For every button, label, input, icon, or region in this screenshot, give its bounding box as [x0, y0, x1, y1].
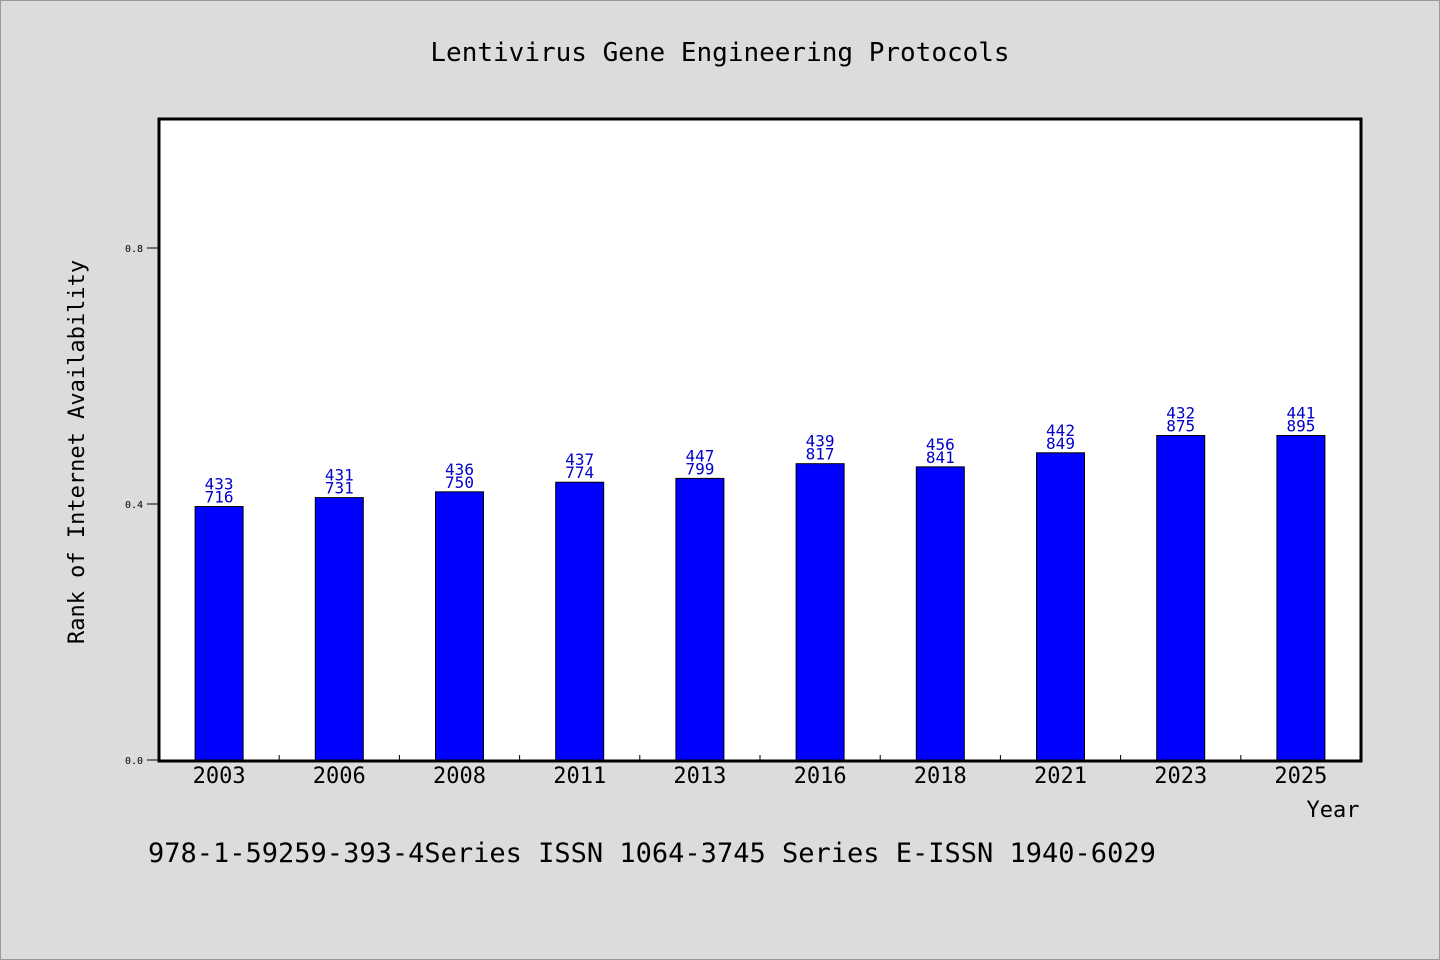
x-axis: 2003 2006 2008 2011 2013 2016 2018 2021 2023 2025	[193, 755, 1327, 789]
bar	[1156, 435, 1206, 761]
bar	[314, 497, 364, 761]
bar-label-bottom: 849	[1046, 434, 1075, 453]
bar-series	[194, 435, 1326, 761]
chart-title: Lentivirus Gene Engineering Protocols	[430, 38, 1009, 68]
x-tick-label: 2013	[673, 764, 726, 789]
bar-label-top: 442	[1046, 421, 1075, 440]
bar-label-top: 456	[926, 435, 955, 454]
x-tick-label: 2025	[1274, 764, 1327, 789]
bar-label-bottom: 817	[806, 445, 835, 464]
bar-label-top: 447	[685, 446, 714, 465]
bar	[795, 463, 845, 761]
y-axis-label: Rank of Internet Availability	[65, 260, 90, 644]
x-tick-label: 2021	[1034, 764, 1087, 789]
plot-border	[157, 117, 1363, 763]
bar-labels: 4337164317314367504377744477994398174568…	[205, 404, 1316, 507]
bar-label-bottom: 841	[926, 448, 955, 467]
y-tick-label: 0.4	[125, 500, 143, 511]
y-axis: 0.0 0.4 0.8	[125, 244, 159, 767]
bar	[435, 491, 484, 761]
bar	[675, 477, 725, 761]
x-tick-label: 2008	[433, 764, 486, 789]
bar-label-top: 431	[325, 466, 354, 485]
x-axis-label: Year	[1307, 798, 1360, 823]
x-tick-label: 2018	[914, 764, 967, 789]
bar	[1276, 435, 1326, 761]
bar-label-bottom: 750	[445, 473, 474, 492]
bar-label-top: 439	[806, 432, 835, 451]
footnote-text: 978-1-59259-393-4Series ISSN 1064-3745 S…	[148, 838, 1156, 869]
x-tick-label: 2016	[794, 764, 847, 789]
x-tick-label: 2023	[1154, 764, 1207, 789]
bar	[555, 481, 605, 761]
bar-label-bottom: 875	[1166, 417, 1195, 436]
y-tick-label: 0.8	[125, 244, 143, 255]
bar-label-bottom: 774	[565, 463, 594, 482]
bar-label-top: 436	[445, 460, 474, 479]
bar-label-bottom: 799	[685, 459, 714, 478]
bar	[915, 466, 965, 761]
bar-label-bottom: 895	[1286, 417, 1315, 436]
bar	[1036, 452, 1085, 761]
bar-label-top: 441	[1286, 404, 1315, 423]
bar-label-bottom: 716	[205, 488, 234, 507]
y-tick-label: 0.0	[125, 756, 143, 767]
bar-label-top: 433	[205, 475, 234, 494]
x-tick-label: 2006	[313, 764, 366, 789]
bar-label-bottom: 731	[325, 479, 354, 498]
x-tick-label: 2003	[193, 764, 246, 789]
x-tick-label: 2011	[553, 764, 606, 789]
bar-label-top: 437	[565, 450, 594, 469]
bar	[194, 506, 244, 761]
bar-label-top: 432	[1166, 404, 1195, 423]
